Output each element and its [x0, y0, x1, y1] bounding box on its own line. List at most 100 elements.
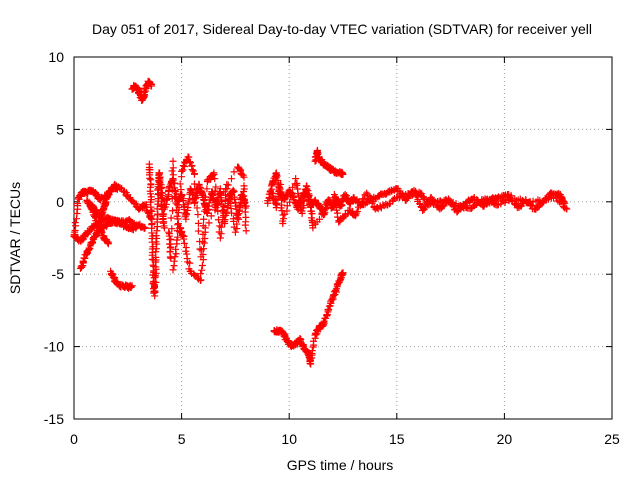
data-point [389, 196, 397, 204]
data-point [520, 197, 528, 205]
data-point [167, 214, 175, 222]
data-point [200, 207, 208, 215]
data-point [217, 230, 225, 238]
data-point [213, 196, 221, 204]
data-point [210, 169, 218, 177]
data-point [174, 215, 182, 223]
data-point [169, 171, 177, 179]
data-point [211, 175, 219, 183]
data-point [203, 185, 211, 193]
data-point [160, 224, 168, 232]
data-point [194, 219, 202, 227]
data-point [319, 318, 327, 326]
data-point [223, 185, 231, 193]
data-point [71, 219, 79, 227]
data-point [141, 224, 149, 232]
data-point [130, 220, 138, 228]
data-point [228, 209, 236, 217]
data-point [326, 198, 334, 206]
data-point [186, 259, 194, 267]
x-tick-label: 5 [178, 431, 186, 447]
data-point [175, 204, 183, 212]
data-point [333, 206, 341, 214]
data-point [172, 245, 180, 253]
data-point [167, 243, 175, 251]
data-point [358, 199, 366, 207]
y-tick-label: 5 [56, 121, 64, 137]
data-point [360, 195, 368, 203]
data-point [190, 180, 198, 188]
data-point [339, 269, 347, 277]
data-point [187, 187, 195, 195]
data-point [194, 211, 202, 219]
data-point [204, 206, 212, 214]
data-point [169, 157, 177, 165]
data-points [70, 77, 571, 368]
data-point [222, 191, 230, 199]
data-point [353, 208, 361, 216]
data-point [240, 173, 248, 181]
data-point [140, 225, 148, 233]
data-point [240, 185, 248, 193]
data-point [315, 215, 323, 223]
data-point [304, 187, 312, 195]
y-tick-label: 0 [56, 194, 64, 210]
data-point [325, 197, 333, 205]
data-point [227, 175, 235, 183]
data-point [220, 203, 228, 211]
data-point [198, 266, 206, 274]
y-axis-label: SDTVAR / TECUs [7, 182, 23, 294]
data-point [276, 183, 284, 191]
data-point [242, 227, 250, 235]
data-point [131, 199, 139, 207]
data-point [318, 210, 326, 218]
data-point [226, 196, 234, 204]
data-point [216, 234, 224, 242]
data-point [169, 266, 177, 274]
data-point [176, 180, 184, 188]
data-point [197, 270, 205, 278]
data-point [219, 213, 227, 221]
data-point [167, 235, 175, 243]
x-tick-label: 25 [604, 431, 620, 447]
data-point [319, 322, 327, 330]
data-point [73, 200, 81, 208]
data-point [113, 185, 121, 193]
data-point [174, 233, 182, 241]
data-point [512, 197, 520, 205]
data-point [298, 207, 306, 215]
data-point [104, 238, 112, 246]
x-tick-label: 20 [497, 431, 513, 447]
data-point [230, 168, 238, 176]
data-point [211, 206, 219, 214]
data-point [172, 199, 180, 207]
data-point [170, 257, 178, 265]
data-point [186, 158, 194, 166]
data-point [224, 181, 232, 189]
data-point [563, 205, 571, 213]
data-point [419, 206, 427, 214]
data-point [200, 215, 208, 223]
data-point [211, 187, 219, 195]
data-point [191, 170, 199, 178]
data-point [152, 238, 160, 246]
data-point [562, 204, 570, 212]
data-point [184, 198, 192, 206]
data-point [194, 227, 202, 235]
data-point [197, 276, 205, 284]
x-tick-label: 0 [70, 431, 78, 447]
data-point [309, 224, 317, 232]
x-tick-label: 15 [389, 431, 405, 447]
y-tick-label: 10 [48, 49, 64, 65]
data-point [169, 164, 177, 172]
data-point [178, 192, 186, 200]
data-point [233, 220, 241, 228]
data-point [308, 210, 316, 218]
data-point [193, 204, 201, 212]
data-point [201, 224, 209, 232]
data-point [188, 166, 196, 174]
data-point [416, 200, 424, 208]
data-point [553, 193, 561, 201]
data-point [205, 219, 213, 227]
data-point [201, 235, 209, 243]
